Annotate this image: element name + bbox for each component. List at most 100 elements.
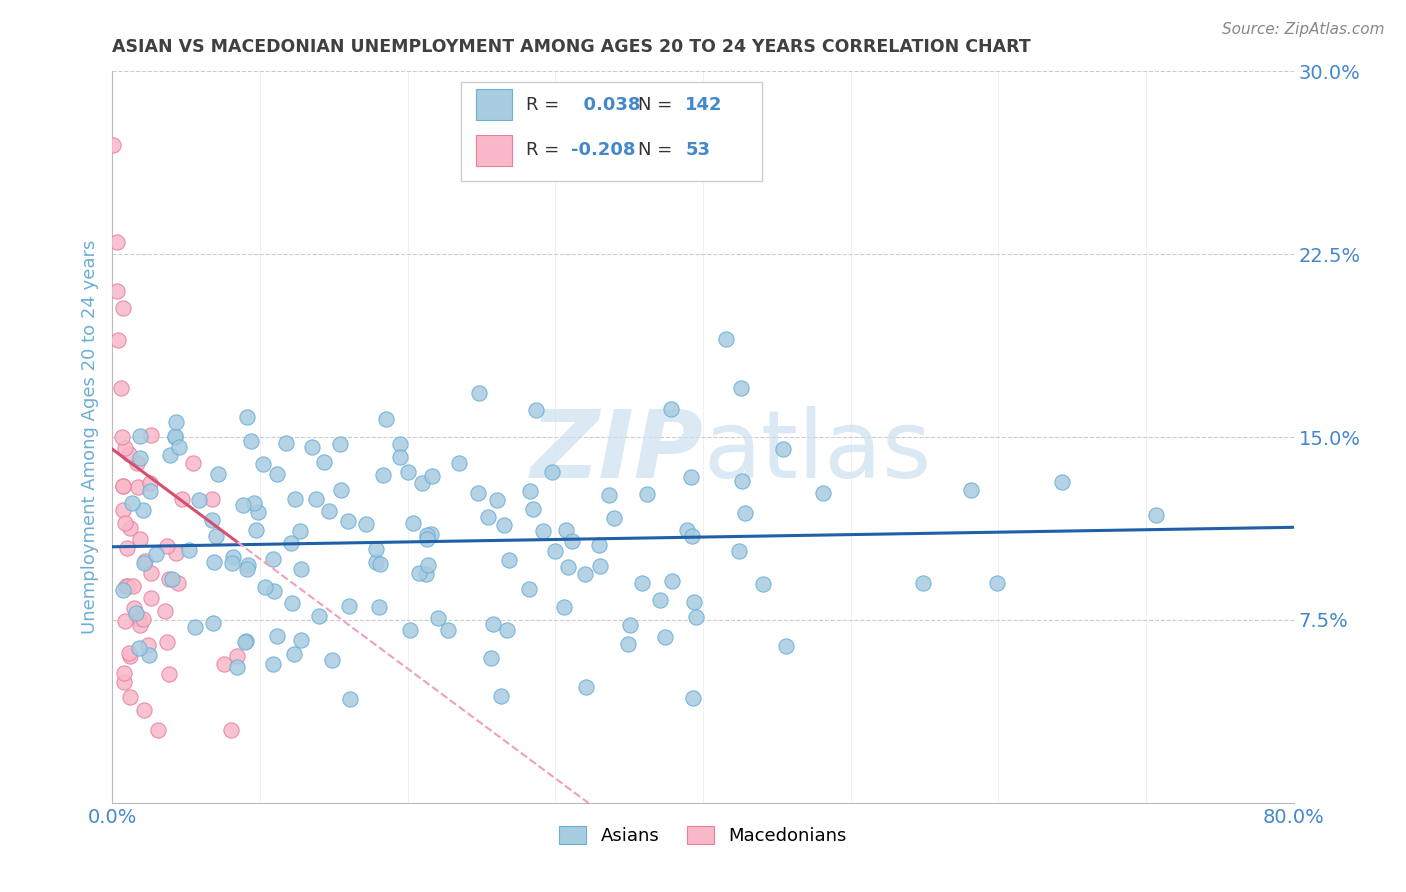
Point (283, 647, 305, 661)
Point (619, 618, 641, 632)
Point (522, 502, 544, 516)
Point (371, 468, 394, 483)
Point (517, 582, 540, 597)
Point (145, 547, 167, 561)
Point (374, 412, 396, 426)
Point (492, 517, 515, 532)
Point (364, 555, 387, 569)
Point (136, 638, 159, 652)
Point (139, 483, 162, 498)
Point (557, 560, 579, 574)
Point (301, 440, 323, 454)
Point (398, 465, 420, 479)
Point (437, 624, 460, 638)
Point (122, 601, 145, 615)
Point (416, 532, 439, 546)
Point (616, 637, 638, 651)
Point (986, 575, 1008, 590)
Point (252, 457, 274, 471)
FancyBboxPatch shape (477, 135, 512, 166)
Point (364, 542, 387, 557)
Point (654, 630, 676, 644)
Point (1050, 475, 1073, 489)
Point (659, 402, 682, 417)
Point (524, 402, 547, 417)
Point (114, 441, 136, 455)
Point (177, 542, 200, 557)
Point (468, 385, 491, 400)
Point (496, 623, 519, 637)
Point (280, 596, 302, 610)
Point (389, 437, 412, 451)
Point (245, 523, 267, 537)
Text: ZIP: ZIP (530, 406, 703, 498)
Point (685, 610, 707, 624)
Point (329, 437, 352, 451)
FancyBboxPatch shape (461, 82, 762, 181)
Point (399, 623, 422, 637)
Point (167, 440, 190, 454)
Point (139, 591, 162, 605)
Point (288, 524, 311, 538)
Point (262, 657, 284, 671)
Point (222, 549, 245, 564)
Point (141, 427, 163, 442)
Point (388, 450, 411, 464)
Point (170, 491, 193, 506)
Point (682, 595, 704, 609)
Point (120, 649, 142, 664)
Point (675, 523, 697, 537)
Point (337, 599, 360, 613)
Point (575, 680, 598, 694)
Point (411, 475, 433, 490)
Point (212, 657, 235, 671)
Point (544, 543, 567, 558)
Point (589, 559, 612, 574)
Point (112, 675, 135, 690)
Point (242, 496, 264, 510)
Point (131, 612, 153, 626)
Point (134, 554, 156, 568)
Point (266, 629, 288, 643)
Point (354, 517, 377, 532)
Point (156, 635, 179, 649)
Text: -0.208: -0.208 (571, 141, 636, 160)
Point (146, 723, 169, 737)
Point (262, 552, 284, 566)
Point (107, 333, 129, 347)
Point (598, 488, 620, 502)
Point (498, 553, 520, 567)
Point (661, 574, 683, 589)
Point (114, 516, 136, 530)
Point (117, 579, 139, 593)
Point (184, 620, 207, 634)
Point (226, 659, 249, 673)
Point (276, 436, 298, 450)
Point (734, 507, 756, 521)
Point (519, 483, 541, 498)
Point (128, 617, 150, 632)
Point (112, 301, 135, 316)
Text: Source: ZipAtlas.com: Source: ZipAtlas.com (1222, 22, 1385, 37)
Point (427, 610, 450, 624)
Point (112, 582, 135, 597)
Point (447, 456, 470, 470)
Point (221, 556, 243, 570)
Point (775, 640, 797, 654)
Point (188, 493, 211, 508)
Point (540, 466, 562, 480)
Point (246, 505, 269, 519)
Point (233, 635, 256, 649)
Point (960, 483, 983, 498)
Point (128, 428, 150, 442)
Point (125, 609, 148, 624)
Point (263, 583, 285, 598)
Point (127, 480, 149, 494)
Point (202, 556, 225, 570)
Point (419, 526, 441, 541)
Point (752, 577, 775, 591)
Point (207, 467, 229, 481)
Point (118, 520, 141, 534)
Point (112, 665, 135, 680)
Point (280, 536, 302, 550)
